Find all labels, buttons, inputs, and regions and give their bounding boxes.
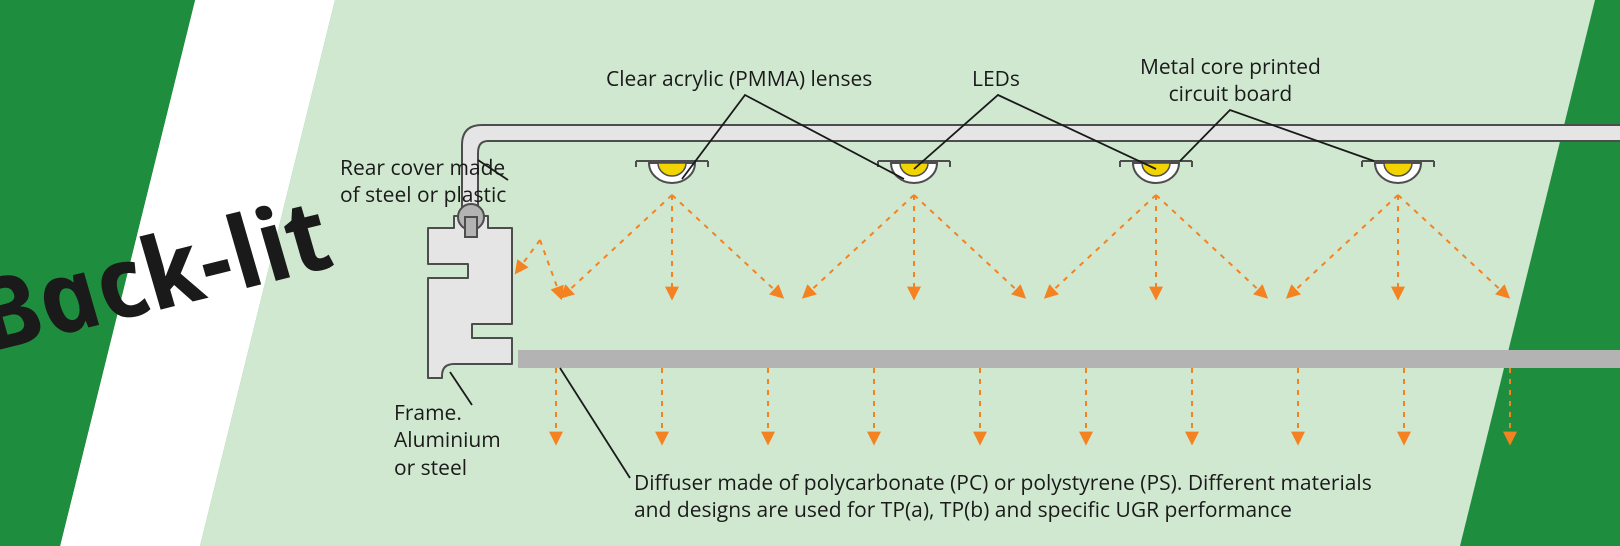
label-frame-line2: Aluminium [394, 427, 501, 454]
label-rear-cover-line2: of steel or plastic [340, 182, 506, 209]
label-rear-cover: Rear cover made of steel or plastic [340, 155, 506, 210]
label-lenses: Clear acrylic (PMMA) lenses [606, 66, 872, 93]
label-rear-cover-line1: Rear cover made [340, 155, 506, 182]
label-diffuser-line1: Diffuser made of polycarbonate (PC) or p… [634, 470, 1372, 497]
label-frame-line3: or steel [394, 455, 501, 482]
label-mcpcb-line2: circuit board [1140, 81, 1321, 108]
label-mcpcb-line1: Metal core printed [1140, 54, 1321, 81]
label-diffuser: Diffuser made of polycarbonate (PC) or p… [634, 470, 1372, 525]
label-frame-line1: Frame. [394, 400, 501, 427]
label-leds: LEDs [972, 66, 1020, 93]
label-mcpcb: Metal core printed circuit board [1140, 54, 1321, 109]
label-frame: Frame. Aluminium or steel [394, 400, 501, 482]
label-diffuser-line2: and designs are used for TP(a), TP(b) an… [634, 497, 1372, 524]
